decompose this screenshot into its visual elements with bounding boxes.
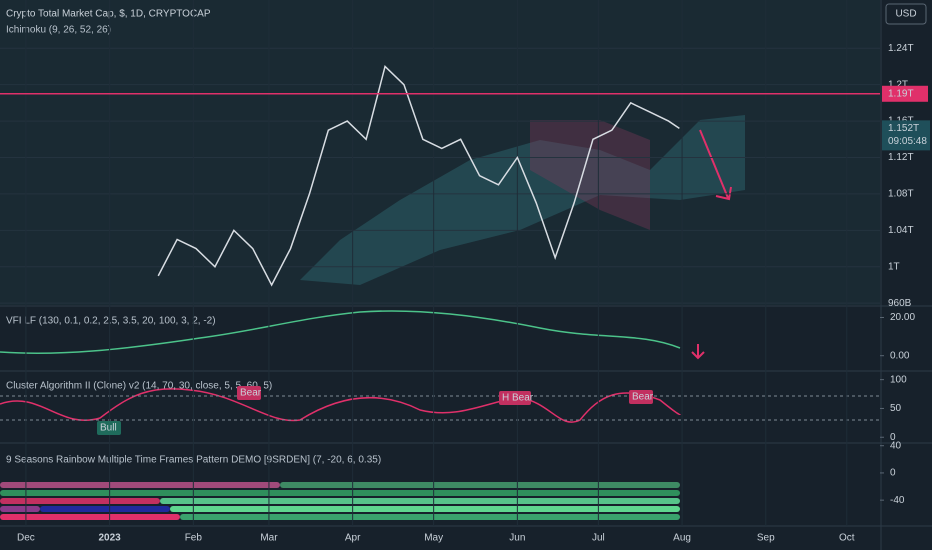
y-tick-label: 1.24T bbox=[888, 43, 914, 54]
y-tick-label: 1.08T bbox=[888, 189, 914, 200]
last-label: 1.152T bbox=[888, 123, 919, 134]
y-tick-label: 50 bbox=[890, 403, 902, 414]
x-tick-label: Jun bbox=[509, 533, 525, 544]
indicator-title: Ichimoku (9, 26, 52, 26) bbox=[6, 25, 111, 36]
x-tick-label: Apr bbox=[345, 533, 361, 544]
y-tick-label: 40 bbox=[890, 440, 902, 451]
ichimoku-cloud-bear bbox=[530, 120, 650, 230]
level-label: 1.19T bbox=[888, 88, 914, 99]
x-tick-label: Jul bbox=[592, 533, 605, 544]
y-tick-label: -40 bbox=[890, 495, 905, 506]
y-tick-label: 0 bbox=[890, 468, 896, 479]
last-tag bbox=[882, 120, 930, 151]
y-tick-label: 1T bbox=[888, 261, 900, 272]
currency[interactable]: USD bbox=[895, 9, 916, 20]
x-tick-label: 2023 bbox=[99, 533, 122, 544]
cluster-line bbox=[0, 387, 681, 423]
main-pane bbox=[0, 0, 880, 305]
y-tick-label: 1.04T bbox=[888, 225, 914, 236]
rainbow-bars bbox=[0, 482, 680, 520]
y-tick-label: 0 bbox=[890, 432, 896, 443]
currency-button[interactable] bbox=[885, 3, 927, 25]
countdown: 09:05:48 bbox=[888, 136, 927, 147]
symbol: Crypto Total Market Cap, $, 1D, CRYPTOCA… bbox=[6, 9, 211, 20]
x-tick-label: Sep bbox=[757, 533, 775, 544]
y-tick-label: 100 bbox=[890, 374, 907, 385]
x-tick-label: Aug bbox=[673, 533, 691, 544]
x-tick-label: Oct bbox=[839, 533, 855, 544]
y-tick-label: 960B bbox=[888, 298, 912, 309]
y-tick-label: 0.00 bbox=[890, 350, 910, 361]
signal-label: Bull bbox=[100, 423, 117, 434]
ichimoku-cloud bbox=[300, 115, 745, 285]
y-tick-label: 1.12T bbox=[888, 152, 914, 163]
pane-title: VFI LF (130, 0.1, 0.2, 2.5, 3.5, 20, 100… bbox=[6, 316, 216, 327]
x-tick-label: Mar bbox=[260, 533, 278, 544]
y-tick-label: 1.2T bbox=[888, 79, 908, 90]
signal-badge bbox=[499, 391, 531, 405]
signal-label: H Bear bbox=[502, 393, 534, 404]
arrow bbox=[691, 344, 705, 360]
price-line bbox=[157, 65, 680, 287]
signal-badge bbox=[97, 421, 121, 435]
x-tick-label: May bbox=[424, 533, 443, 544]
arrow bbox=[699, 129, 732, 201]
signal-label: Bear bbox=[632, 392, 654, 403]
vfi-line bbox=[0, 310, 681, 354]
x-tick-label: Feb bbox=[185, 533, 203, 544]
signal-label: Bear bbox=[240, 388, 262, 399]
level-tag bbox=[882, 85, 928, 102]
signal-badge bbox=[629, 390, 653, 404]
y-tick-label: 20.00 bbox=[890, 312, 915, 323]
signal-badge bbox=[237, 386, 261, 400]
pane-title: Cluster Algorithm II (Clone) v2 (14, 70,… bbox=[6, 381, 272, 392]
cluster-levels bbox=[0, 395, 880, 421]
x-tick-label: Dec bbox=[17, 533, 35, 544]
